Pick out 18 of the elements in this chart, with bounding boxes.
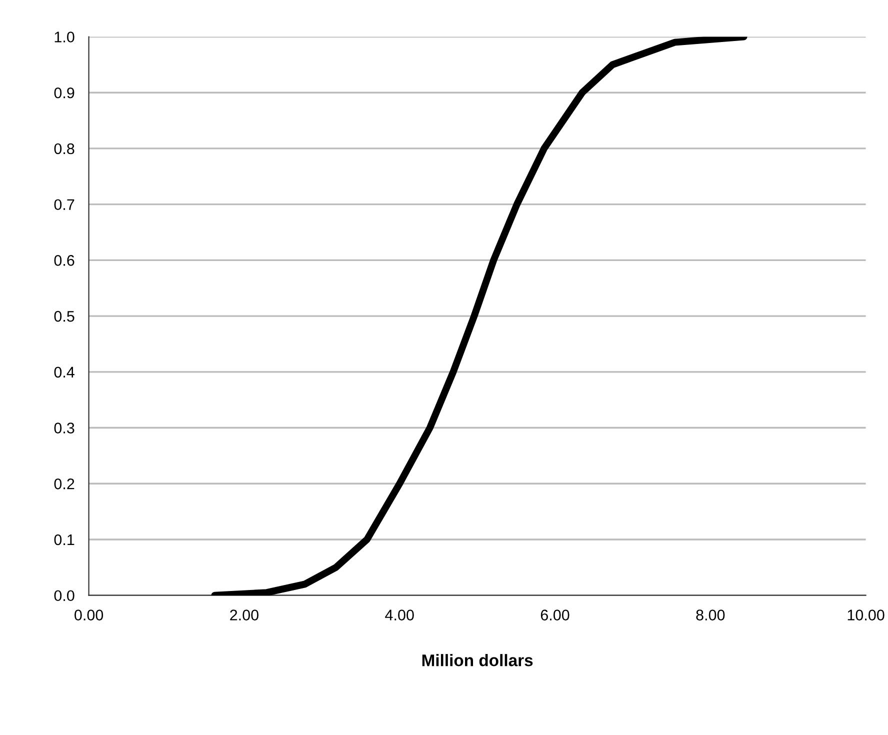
x-tick-label: 4.00 (385, 610, 414, 620)
x-axis-title: Million dollars (422, 654, 533, 666)
x-tick-label: 8.00 (696, 610, 725, 620)
y-tick-label: 0.3 (54, 422, 74, 434)
y-tick-label: 0.1 (54, 534, 74, 546)
x-tick-label: 6.00 (540, 610, 570, 620)
y-tick-label: 0.2 (54, 478, 74, 490)
x-tick-label: 10.00 (848, 610, 884, 620)
y-tick-label: 0.9 (54, 87, 74, 98)
y-tick-label: 0.7 (54, 199, 74, 210)
x-tick-label: 2.00 (230, 610, 258, 620)
y-tick-label: 0.6 (54, 255, 74, 266)
y-tick-label: 0.5 (54, 310, 74, 322)
x-tick-label: 0.00 (74, 610, 104, 620)
y-tick-label: 0.8 (54, 143, 74, 154)
y-tick-label: 0.0 (54, 590, 74, 602)
y-tick-label: 0.4 (54, 366, 74, 378)
y-tick-label: 1.0 (54, 32, 74, 42)
